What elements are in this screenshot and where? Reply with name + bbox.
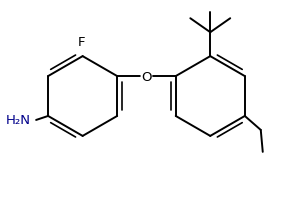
Text: O: O <box>141 70 152 83</box>
Text: H₂N: H₂N <box>6 114 31 127</box>
Text: F: F <box>78 36 85 49</box>
